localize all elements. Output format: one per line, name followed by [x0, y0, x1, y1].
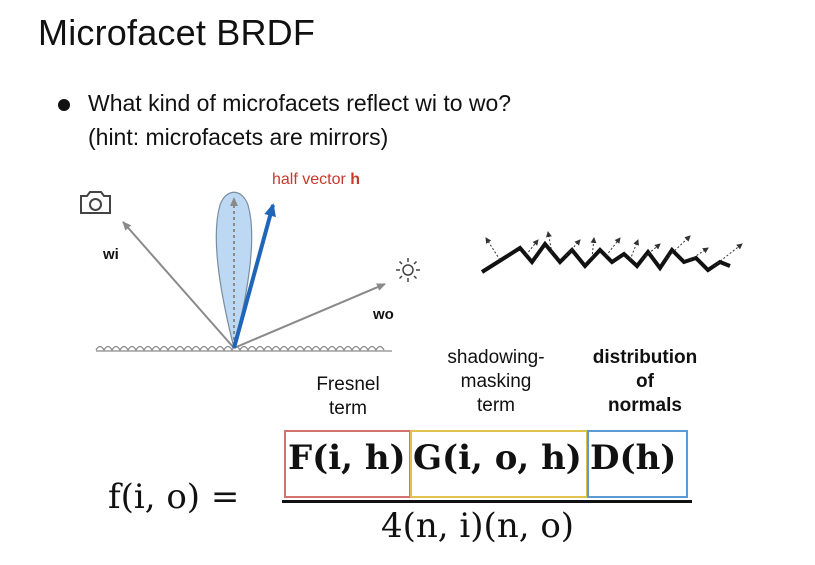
incoming-direction-arrow — [122, 221, 235, 349]
half-vector-arrow — [232, 203, 276, 349]
shadowing-masking-term-label: shadowing-masking term — [447, 347, 545, 416]
fraction-bar — [282, 500, 692, 503]
rough-surface — [95, 345, 392, 352]
bullet-marker — [58, 99, 70, 111]
sun-icon — [396, 258, 420, 282]
camera-icon — [80, 191, 111, 214]
fresnel-factor: F(i, h) — [288, 438, 406, 478]
distribution-factor: D(h) — [590, 438, 677, 478]
microfacet-zigzag — [480, 231, 743, 274]
brdf-lhs: f(i, o) = — [108, 477, 240, 517]
slide-title: Microfacet BRDF — [38, 12, 316, 53]
bullet-text-line-1: What kind of microfacets reflect wi to w… — [88, 90, 512, 116]
distribution-box — [587, 430, 688, 498]
shadowing-factor: G(i, o, h) — [413, 438, 582, 478]
outgoing-direction-arrow — [233, 283, 386, 349]
bullet-text-line-2: (hint: microfacets are mirrors) — [88, 124, 389, 150]
distribution-term-label: distribution of normals — [592, 347, 698, 416]
wo-label: wo — [373, 306, 394, 323]
wi-label: wi — [103, 246, 119, 263]
normal-distribution-lobe — [215, 191, 253, 349]
brdf-denominator: 4(n, i)(n, o) — [381, 506, 575, 546]
fresnel-term-label: Fresnel term — [316, 374, 380, 419]
half-vector-label: half vector h — [272, 171, 361, 188]
